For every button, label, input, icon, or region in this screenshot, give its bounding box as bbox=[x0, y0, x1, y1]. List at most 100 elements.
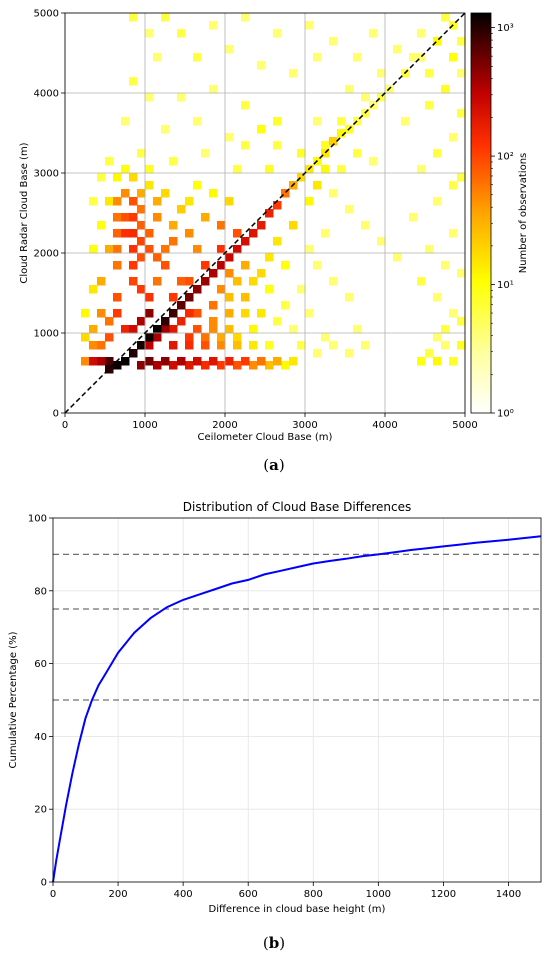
heatmap-cell bbox=[105, 357, 114, 366]
heatmap-cell bbox=[457, 269, 466, 278]
heatmap-cell bbox=[145, 229, 154, 238]
heatmap-cell bbox=[225, 357, 234, 366]
heatmap-cell bbox=[305, 309, 314, 318]
heatmap-cell bbox=[209, 317, 218, 326]
heatmap-cell bbox=[273, 237, 282, 246]
heatmap-cell bbox=[113, 197, 122, 206]
heatmap-cell bbox=[161, 325, 170, 334]
x-tick-label: 400 bbox=[174, 889, 193, 900]
colorbar-tick-label: 10² bbox=[497, 152, 514, 163]
heatmap-cell bbox=[225, 133, 234, 142]
heatmap-cell bbox=[249, 325, 258, 334]
heatmap-cell bbox=[353, 325, 362, 334]
heatmap-cell bbox=[153, 253, 162, 262]
heatmap-cell bbox=[233, 245, 242, 254]
heatmap-cell bbox=[113, 261, 122, 270]
heatmap-cell bbox=[129, 325, 138, 334]
heatmap-cell bbox=[321, 141, 330, 150]
heatmap-cell bbox=[201, 261, 210, 270]
heatmap-cell bbox=[225, 197, 234, 206]
heatmap-cell bbox=[217, 333, 226, 342]
heatmap-cell bbox=[201, 333, 210, 342]
heatmap-cell bbox=[249, 361, 258, 370]
heatmap-cell bbox=[241, 309, 250, 318]
heatmap-cell bbox=[457, 69, 466, 78]
panel-a-caption: (a) bbox=[263, 456, 284, 474]
heatmap-cell bbox=[89, 325, 98, 334]
heatmap-cell bbox=[273, 117, 282, 126]
heatmap-cell bbox=[209, 301, 218, 310]
heatmap-cell bbox=[313, 261, 322, 270]
heatmap-cell bbox=[377, 69, 386, 78]
heatmap-cell bbox=[193, 245, 202, 254]
colorbar-tick-label: 10¹ bbox=[497, 280, 514, 291]
colorbar-ticks: 10⁰ 10¹ 10² 10³ bbox=[491, 23, 514, 420]
heatmap-cell bbox=[145, 181, 154, 190]
heatmap-cell bbox=[257, 309, 266, 318]
heatmap-cell bbox=[193, 53, 202, 62]
panel-a-heatmap: 0 1000 2000 3000 4000 5000 0 1000 2000 3000 4000 5… bbox=[19, 9, 529, 444]
heatmap-cell bbox=[337, 117, 346, 126]
panel-a-x-axis-label: Ceilometer Cloud Base (m) bbox=[198, 432, 333, 443]
heatmap-cell bbox=[217, 245, 226, 254]
x-tick-label: 800 bbox=[304, 889, 323, 900]
heatmap-cell bbox=[225, 293, 234, 302]
heatmap-cell bbox=[145, 245, 154, 254]
colorbar-label: Number of observations bbox=[518, 153, 529, 274]
y-tick-label: 0 bbox=[41, 878, 47, 889]
heatmap-cell bbox=[113, 361, 122, 370]
heatmap-cell bbox=[193, 325, 202, 334]
heatmap-cell bbox=[121, 165, 130, 174]
heatmap-cell bbox=[81, 309, 90, 318]
x-tick-label: 200 bbox=[109, 889, 128, 900]
heatmap-cell bbox=[161, 13, 170, 22]
heatmap-cell bbox=[129, 277, 138, 286]
heatmap-cell bbox=[177, 357, 186, 366]
panel-b-x-ticks: 0 200 400 600 800 1000 1200 1400 bbox=[50, 882, 521, 900]
heatmap-cell bbox=[425, 101, 434, 110]
heatmap-cell bbox=[193, 357, 202, 366]
heatmap-cell bbox=[289, 221, 298, 230]
heatmap-cell bbox=[105, 317, 114, 326]
panel-b-caption-letter: b bbox=[269, 934, 280, 952]
one-to-one-reference-line bbox=[64, 12, 466, 414]
heatmap-cell bbox=[81, 333, 90, 342]
heatmap-cell bbox=[457, 317, 466, 326]
heatmap-cell bbox=[313, 53, 322, 62]
heatmap-cell bbox=[97, 341, 106, 350]
heatmap-cell bbox=[129, 173, 138, 182]
heatmap-cell bbox=[297, 341, 306, 350]
y-tick-label: 5000 bbox=[34, 9, 59, 20]
heatmap-cell bbox=[169, 157, 178, 166]
heatmap-cell bbox=[281, 189, 290, 198]
heatmap-cell bbox=[105, 365, 114, 374]
panel-a-axes-frame bbox=[64, 12, 466, 414]
heatmap-cell bbox=[81, 357, 90, 366]
heatmap-cell bbox=[345, 293, 354, 302]
heatmap-cell bbox=[209, 21, 218, 30]
heatmap-cell bbox=[153, 325, 162, 334]
heatmap-cell bbox=[433, 357, 442, 366]
panel-b-title: Distribution of Cloud Base Differences bbox=[183, 500, 411, 514]
heatmap-cell bbox=[97, 357, 106, 366]
heatmap-cell bbox=[273, 29, 282, 38]
heatmap-cell bbox=[113, 245, 122, 254]
heatmap-cell bbox=[113, 229, 122, 238]
heatmap-cell bbox=[417, 53, 426, 62]
heatmap-cell bbox=[337, 129, 346, 138]
heatmap-cell bbox=[241, 237, 250, 246]
heatmap-cell bbox=[241, 141, 250, 150]
heatmap-cell bbox=[185, 277, 194, 286]
panel-b-caption: (b) bbox=[263, 934, 285, 952]
heatmap-cell bbox=[217, 341, 226, 350]
heatmap-cell bbox=[353, 53, 362, 62]
heatmap-cell bbox=[185, 333, 194, 342]
heatmap-cell bbox=[377, 237, 386, 246]
heatmap-cell bbox=[121, 213, 130, 222]
heatmap-cell bbox=[201, 277, 210, 286]
heatmap-cell bbox=[145, 309, 154, 318]
heatmap-cell bbox=[177, 205, 186, 214]
heatmap-cell bbox=[177, 317, 186, 326]
heatmap-cell bbox=[129, 77, 138, 86]
